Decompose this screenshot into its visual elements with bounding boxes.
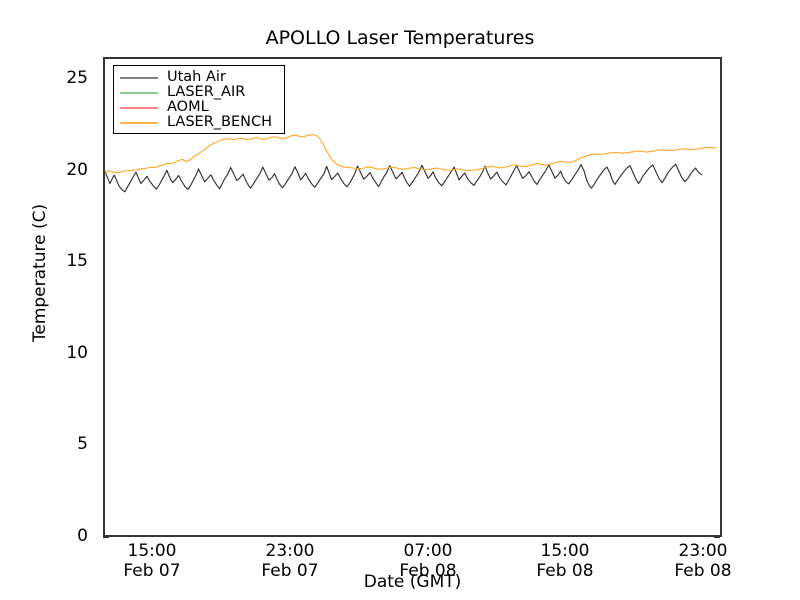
legend-item[interactable]: AOML xyxy=(114,100,284,115)
x-tick-label: 23:00 Feb 07 xyxy=(220,541,360,581)
legend-swatch-line-icon xyxy=(120,106,158,109)
x-tick-time: 07:00 xyxy=(403,541,453,561)
x-tick-label: 23:00 Feb 08 xyxy=(633,541,773,581)
x-tick-label: 15:00 Feb 07 xyxy=(82,541,222,581)
legend-label: AOML xyxy=(167,99,209,115)
y-axis-label: Temperature (C) xyxy=(30,203,50,343)
y-tick-label: 25 xyxy=(66,67,88,88)
series-line-laser-bench xyxy=(105,133,717,175)
data-series-canvas xyxy=(105,133,717,193)
x-tick-label: 07:00 Feb 08 xyxy=(358,541,498,581)
x-tick-time: 23:00 xyxy=(265,541,315,561)
legend-swatch-line-icon xyxy=(120,121,158,124)
x-tick-date: Feb 07 xyxy=(261,561,319,581)
legend-label: LASER_BENCH xyxy=(167,114,273,130)
y-tick-mark-right xyxy=(714,537,720,538)
x-tick-date: Feb 08 xyxy=(536,561,594,581)
x-tick-time: 15:00 xyxy=(127,541,177,561)
x-tick-time: 23:00 xyxy=(678,541,728,561)
y-tick-label: 5 xyxy=(77,434,88,455)
x-tick-date: Feb 07 xyxy=(123,561,181,581)
x-axis-label: Date (GMT) xyxy=(363,572,462,592)
legend-label: LASER_AIR xyxy=(167,84,246,100)
legend-item[interactable]: LASER_BENCH xyxy=(114,115,284,130)
plot-area xyxy=(103,57,722,537)
x-tick-date: Feb 08 xyxy=(674,561,732,581)
legend-item[interactable]: LASER_AIR xyxy=(114,85,284,100)
y-tick-mark xyxy=(103,537,109,538)
legend-swatch-line-icon xyxy=(120,76,158,79)
chart-title: APOLLO Laser Temperatures xyxy=(265,27,535,49)
legend-item[interactable]: Utah Air xyxy=(114,70,284,85)
legend-label: Utah Air xyxy=(167,69,226,85)
legend-swatch-line-icon xyxy=(120,91,158,94)
x-tick-time: 15:00 xyxy=(540,541,590,561)
x-tick-label: 15:00 Feb 08 xyxy=(495,541,635,581)
y-tick-label: 0 xyxy=(77,526,88,546)
x-tick-date: Feb 08 xyxy=(399,561,457,581)
series-line-utah-air xyxy=(105,163,703,193)
y-tick-label: 15 xyxy=(66,251,88,272)
chart-legend: Utah Air LASER_AIR AOML LASER_BENCH xyxy=(113,65,285,134)
y-tick-label: 10 xyxy=(66,342,88,363)
y-tick-label: 20 xyxy=(66,159,88,180)
